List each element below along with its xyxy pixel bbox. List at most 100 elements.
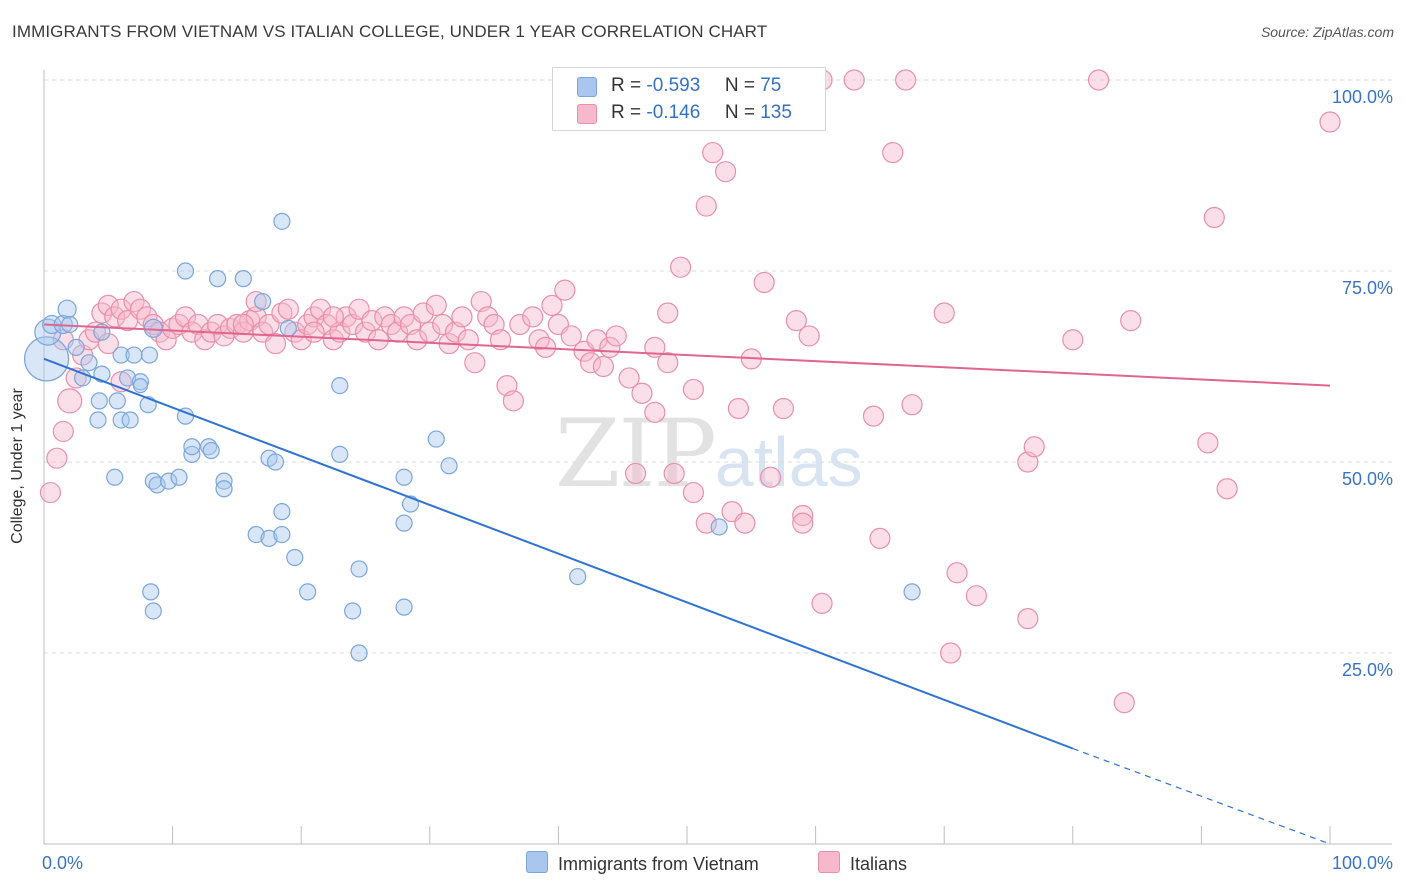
- point-italians: [734, 512, 756, 534]
- point-vietnam: [57, 299, 77, 319]
- point-italians: [702, 141, 724, 164]
- point-vietnam: [710, 518, 728, 536]
- legend-r-value: -0.146: [646, 102, 701, 123]
- point-italians: [1023, 436, 1045, 458]
- point-vietnam: [160, 472, 178, 490]
- trend-line-italians: [43, 323, 1331, 387]
- x-tick-label-min: 0.0%: [42, 853, 83, 873]
- point-italians: [644, 401, 666, 423]
- y-tick-label: 50.0%: [1342, 469, 1393, 489]
- point-vietnam: [209, 270, 227, 288]
- legend-n-label: N =: [724, 102, 755, 123]
- point-vietnam: [247, 525, 265, 544]
- point-vietnam: [215, 480, 233, 498]
- series-vietnam: [23, 212, 921, 662]
- point-vietnam: [569, 567, 587, 586]
- point-vietnam: [903, 583, 921, 601]
- point-vietnam: [131, 373, 150, 391]
- point-italians: [901, 394, 923, 416]
- point-italians: [541, 294, 563, 316]
- point-italians: [811, 592, 833, 614]
- point-vietnam: [142, 583, 160, 601]
- point-vietnam: [176, 262, 195, 280]
- point-italians: [1203, 206, 1225, 229]
- point-italians: [52, 420, 74, 443]
- y-tick-label: 25.0%: [1342, 660, 1393, 680]
- bottom-legend-swatch-vietnam: [526, 851, 548, 873]
- tick-labels: 25.0% 50.0% 75.0% 100.0% 0.0% 100.0%: [42, 87, 1393, 873]
- bottom-legend-label-vietnam: Immigrants from Vietnam: [558, 854, 759, 874]
- bottom-legend-vietnam: Immigrants from Vietnam: [526, 851, 759, 875]
- point-italians: [1319, 111, 1341, 133]
- point-italians: [1113, 692, 1135, 714]
- point-vietnam: [93, 365, 111, 383]
- point-italians: [1062, 329, 1084, 351]
- point-italians: [759, 466, 782, 488]
- point-italians: [1017, 608, 1039, 630]
- point-italians: [46, 447, 68, 469]
- point-italians: [245, 290, 267, 313]
- point-italians: [522, 306, 544, 328]
- bottom-legend-label-italians: Italians: [850, 854, 908, 874]
- point-italians: [432, 313, 454, 336]
- point-italians: [1120, 310, 1142, 332]
- point-italians: [451, 306, 473, 328]
- legend-swatch-italians: [577, 104, 597, 124]
- point-italians: [785, 310, 807, 332]
- point-italians: [457, 329, 479, 351]
- point-vietnam: [106, 468, 124, 486]
- point-vietnam: [350, 644, 368, 662]
- point-vietnam: [121, 411, 139, 429]
- point-italians: [663, 462, 685, 485]
- point-vietnam: [273, 525, 291, 544]
- point-italians: [354, 321, 377, 343]
- point-italians: [207, 313, 229, 336]
- point-vietnam: [170, 468, 188, 486]
- point-italians: [862, 405, 885, 427]
- point-vietnam: [67, 338, 85, 356]
- point-italians: [682, 481, 705, 504]
- point-vietnam: [260, 529, 278, 548]
- point-vietnam: [254, 292, 272, 311]
- point-italians: [714, 161, 737, 183]
- trend-lines: [43, 323, 1331, 845]
- chart-title: IMMIGRANTS FROM VIETNAM VS ITALIAN COLLE…: [12, 22, 768, 41]
- point-vietnam: [331, 377, 349, 395]
- point-vietnam: [132, 378, 149, 394]
- point-italians: [232, 313, 254, 336]
- point-italians: [97, 294, 119, 316]
- point-vietnam: [89, 411, 107, 429]
- point-italians: [772, 397, 795, 420]
- point-italians: [753, 271, 775, 294]
- point-vietnam: [234, 270, 252, 288]
- trend-line-vietnam: [43, 357, 1074, 750]
- bottom-legend-italians: Italians: [818, 851, 907, 875]
- point-italians: [669, 256, 692, 278]
- point-vietnam: [140, 346, 159, 364]
- point-italians: [277, 298, 299, 320]
- point-italians: [425, 294, 447, 316]
- point-vietnam: [125, 346, 143, 364]
- point-vietnam: [350, 560, 368, 578]
- point-italians: [489, 329, 512, 351]
- point-italians: [624, 462, 647, 485]
- point-italians: [618, 367, 640, 389]
- point-italians: [933, 302, 955, 324]
- point-italians: [303, 321, 325, 343]
- point-italians: [406, 329, 428, 351]
- point-italians: [57, 388, 83, 414]
- point-vietnam: [183, 438, 201, 456]
- legend-n-label: N =: [724, 75, 755, 96]
- watermark-zip: ZIP: [555, 400, 717, 509]
- bottom-legend-swatch-italians: [818, 851, 840, 873]
- point-italians: [798, 325, 820, 347]
- point-italians: [509, 313, 531, 336]
- point-vietnam: [90, 392, 108, 410]
- point-italians: [1216, 478, 1238, 500]
- x-tick-label-max: 100.0%: [1332, 853, 1393, 873]
- legend-swatch-vietnam: [577, 77, 597, 97]
- point-italians: [605, 325, 627, 347]
- series-italians: [39, 69, 1341, 714]
- point-vietnam: [427, 430, 445, 448]
